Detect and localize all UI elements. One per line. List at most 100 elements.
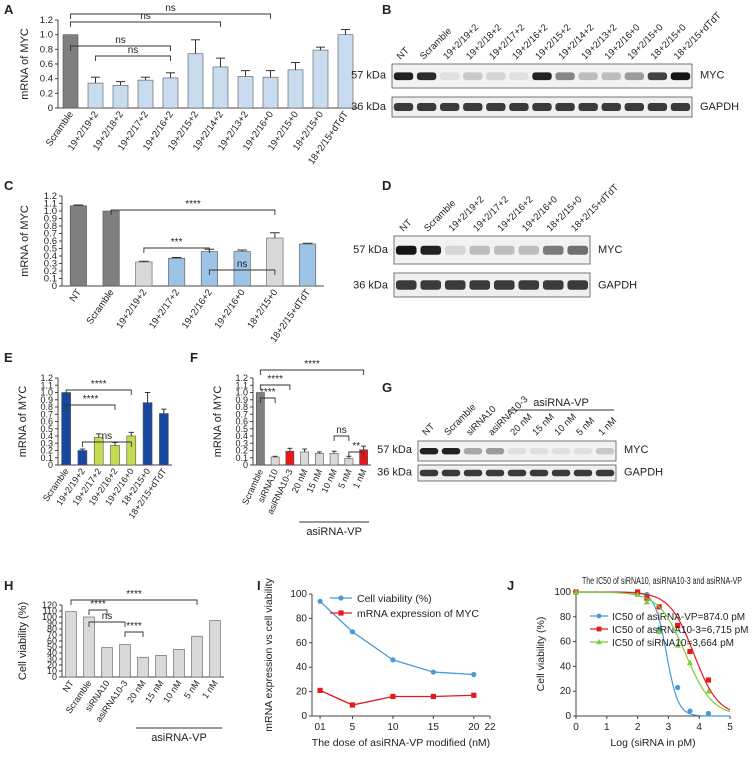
data-point xyxy=(430,669,436,675)
panel-letter-e: E xyxy=(4,350,13,365)
bar xyxy=(329,453,339,466)
significance-label: **** xyxy=(267,374,283,385)
bar xyxy=(168,257,186,287)
y-tick-label: 0.4 xyxy=(40,74,53,85)
bar xyxy=(119,644,131,678)
blot-b: NT Scramble19+2/19+219+2/18+219+2/17+219+… xyxy=(351,10,739,118)
significance-bracket xyxy=(208,269,276,275)
protein-label: MYC xyxy=(624,444,649,456)
gapdh-band xyxy=(395,280,417,290)
y-tick-label: 0.8 xyxy=(235,402,248,412)
y-tick-label: 0.4 xyxy=(44,251,57,262)
bar xyxy=(266,237,284,287)
significance-label: **** xyxy=(304,359,320,370)
y-tick-label: 0.5 xyxy=(235,424,248,434)
significance-label: ** xyxy=(352,441,360,452)
bar xyxy=(256,392,265,466)
y-tick-label: 0.4 xyxy=(235,431,248,441)
myc-band xyxy=(601,72,621,81)
y-tick-label: 0 xyxy=(565,711,571,722)
x-tick-label: 5 xyxy=(727,722,733,733)
gapdh-band xyxy=(555,103,575,111)
gapdh-band xyxy=(542,280,564,290)
bar xyxy=(312,49,329,109)
mw-marker: 36 kDa xyxy=(353,280,389,292)
y-tick-label: 40 xyxy=(47,648,57,658)
y-tick-label: 40 xyxy=(560,661,572,672)
legend-marker xyxy=(596,626,602,632)
y-tick-label: 20 xyxy=(47,660,57,670)
gapdh-band xyxy=(670,103,691,111)
significance-label: ns xyxy=(102,431,113,442)
lane-label: 10 nM xyxy=(552,412,579,439)
x-tick-label: 18+2/15+0 xyxy=(245,287,280,331)
data-point xyxy=(390,693,396,700)
legend-marker xyxy=(338,595,344,601)
significance-label: **** xyxy=(126,589,142,600)
y-tick-label: 0.1 xyxy=(235,453,248,463)
myc-band xyxy=(647,72,668,81)
bar xyxy=(102,210,120,287)
myc-band xyxy=(624,72,644,81)
data-point xyxy=(705,677,712,683)
gapdh-band xyxy=(440,103,460,111)
data-point xyxy=(705,688,712,694)
x-tick-label: 19+2/16+2 xyxy=(180,287,215,331)
group-label: asiRNA-VP xyxy=(533,397,589,409)
significance-bracket xyxy=(70,599,198,605)
y-tick-label: 110 xyxy=(43,606,57,616)
bar xyxy=(212,66,229,109)
myc-band xyxy=(395,245,417,255)
fit-curve xyxy=(576,591,731,713)
significance-bracket xyxy=(333,435,350,441)
bar xyxy=(299,243,317,287)
y-axis-label: mRNA expression vs cell viability xyxy=(263,578,275,732)
significance-label: ns xyxy=(102,611,113,622)
y-tick-label: 0.8 xyxy=(40,44,53,55)
data-point xyxy=(643,598,650,605)
x-tick-label: 10 nM xyxy=(161,678,184,704)
bar xyxy=(162,77,179,109)
mw-marker: 57 kDa xyxy=(377,444,413,456)
bar xyxy=(285,450,295,466)
gapdh-band xyxy=(469,280,491,290)
y-tick-label: 0 xyxy=(243,460,248,470)
legend-label: Cell viability (%) xyxy=(357,593,432,605)
y-tick-label: 80 xyxy=(47,624,57,634)
bar xyxy=(237,76,254,109)
significance-label: ns xyxy=(237,259,248,270)
significance-bracket xyxy=(81,441,132,447)
myc-band xyxy=(578,72,598,81)
bar xyxy=(200,251,218,287)
gapdh-band xyxy=(601,103,621,111)
bar xyxy=(137,656,149,678)
myc-band xyxy=(463,448,483,455)
y-tick-label: 0.2 xyxy=(40,88,53,99)
gapdh-band xyxy=(393,103,414,111)
y-tick-label: 80 xyxy=(296,613,308,624)
data-point xyxy=(573,589,579,595)
gapdh-band xyxy=(485,469,505,477)
significance-bracket xyxy=(259,369,365,375)
series-line xyxy=(319,689,474,706)
protein-label: MYC xyxy=(598,244,623,256)
y-tick-label: 1.1 xyxy=(40,380,53,390)
significance-bracket xyxy=(348,451,365,457)
y-tick-label: 10 xyxy=(47,666,57,676)
panel-letter-h: H xyxy=(4,578,13,593)
y-tick-label: 0.6 xyxy=(44,236,57,247)
myc-band xyxy=(463,72,483,81)
gapdh-band xyxy=(493,280,515,290)
y-tick-label: 100 xyxy=(42,612,57,622)
data-point xyxy=(674,642,681,648)
myc-band xyxy=(532,72,552,81)
y-tick-label: 0.6 xyxy=(235,417,248,427)
data-point xyxy=(471,692,477,698)
gapdh-band xyxy=(444,280,466,290)
data-point xyxy=(317,687,323,693)
gapdh-band xyxy=(532,103,552,111)
y-tick-label: 90 xyxy=(47,618,57,628)
y-tick-label: 50 xyxy=(47,642,57,652)
